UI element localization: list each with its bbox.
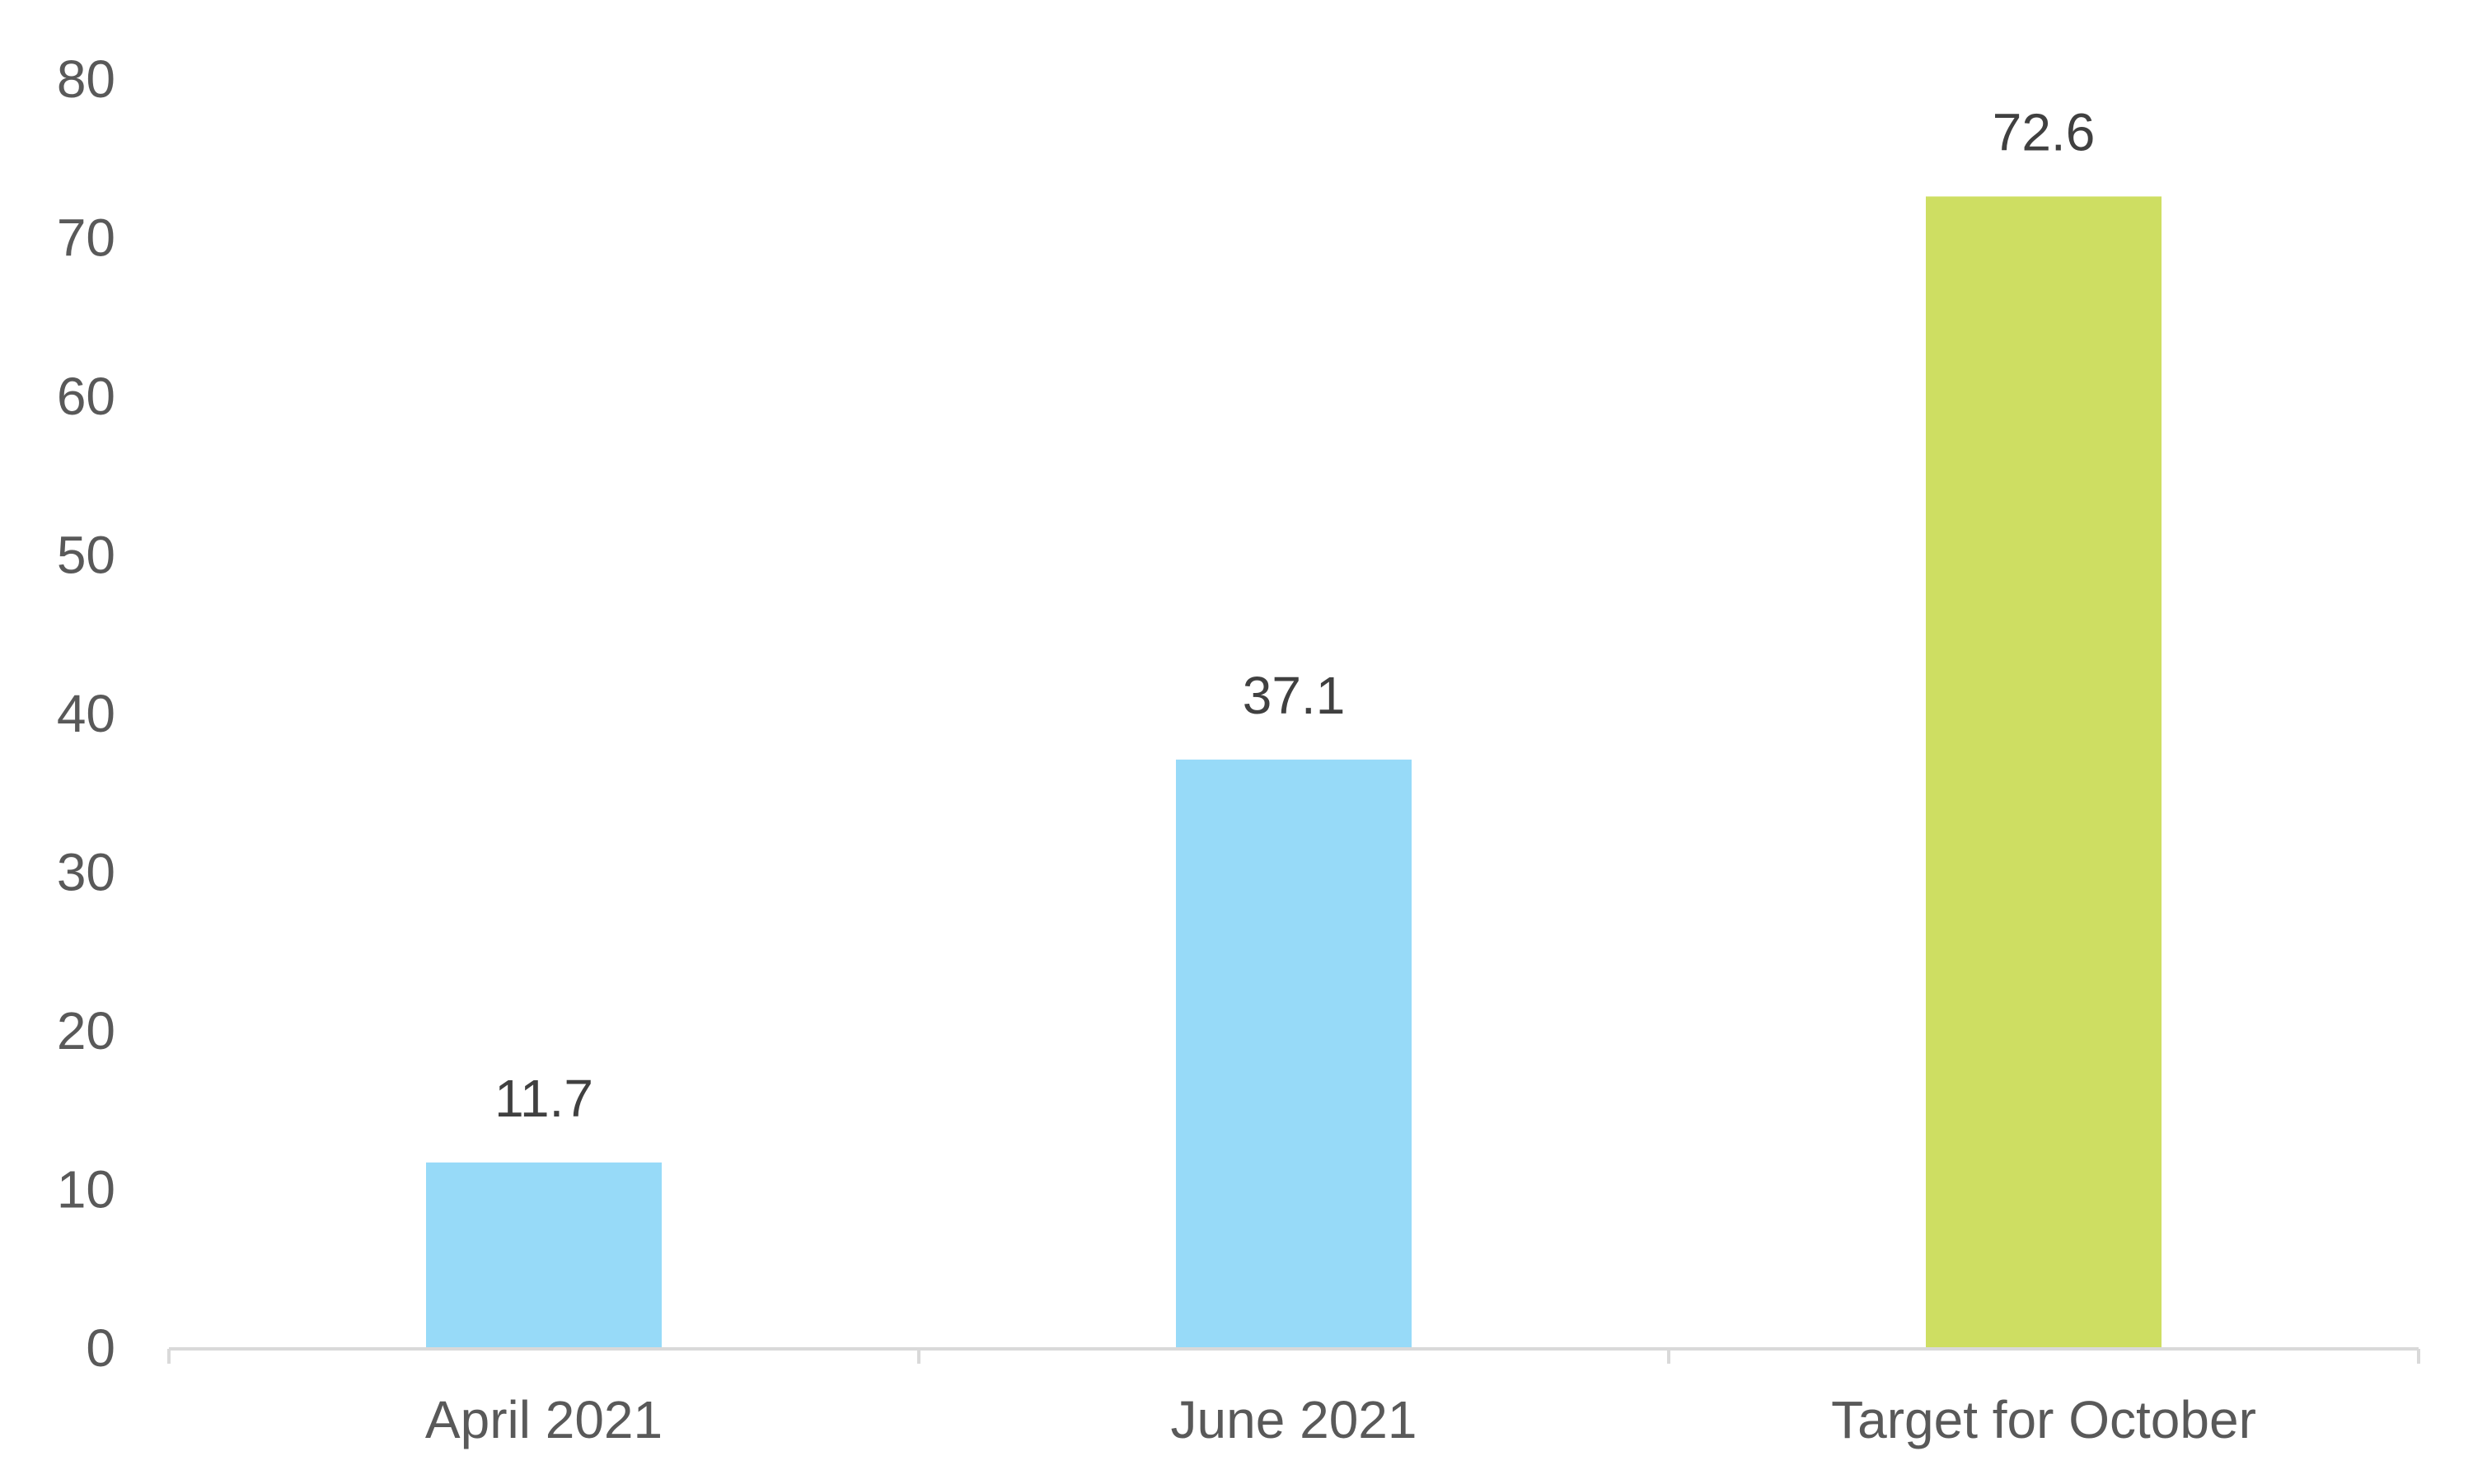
y-tick-label: 0 xyxy=(86,1318,115,1378)
x-category-label: June 2021 xyxy=(1171,1390,1417,1449)
data-label: 11.7 xyxy=(494,1069,593,1128)
x-axis xyxy=(167,1347,2420,1364)
bars xyxy=(426,196,2162,1349)
bar xyxy=(426,1162,662,1348)
x-axis-labels: April 2021 June 2021 Target for October xyxy=(425,1390,2256,1449)
x-category-label: April 2021 xyxy=(425,1390,663,1449)
y-tick-label: 50 xyxy=(57,526,115,585)
y-tick-label: 70 xyxy=(57,208,115,268)
data-label: 37.1 xyxy=(1243,666,1346,725)
bar xyxy=(1926,196,2162,1349)
bar xyxy=(1176,759,1412,1348)
y-tick-label: 20 xyxy=(57,1001,115,1060)
y-tick-label: 80 xyxy=(57,49,115,109)
y-tick-label: 60 xyxy=(57,367,115,426)
y-tick-label: 30 xyxy=(57,843,115,902)
data-labels: 11.7 37.1 72.6 xyxy=(494,102,2095,1127)
y-tick-label: 10 xyxy=(57,1160,115,1220)
y-tick-label: 40 xyxy=(57,684,115,743)
data-label: 72.6 xyxy=(1993,102,2096,162)
x-category-label: Target for October xyxy=(1831,1390,2256,1449)
y-axis-ticks: 0 10 20 30 40 50 60 70 80 xyxy=(57,49,115,1378)
